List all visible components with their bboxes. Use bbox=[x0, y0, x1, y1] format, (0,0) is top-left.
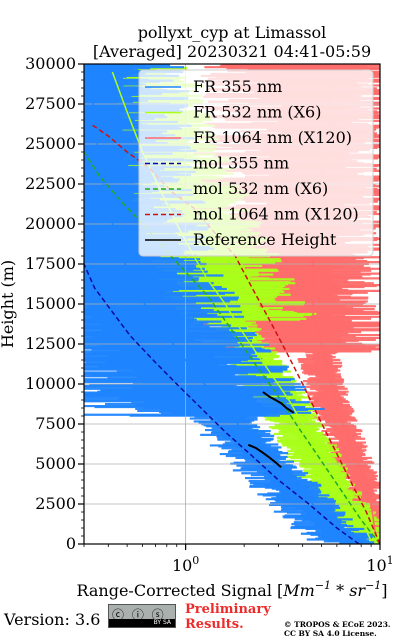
copyright-line2: CC BY SA 4.0 License. bbox=[284, 629, 377, 638]
chart-title-line2: [Averaged] 20230321 04:41-05:59 bbox=[93, 42, 371, 61]
y-tick-label: 10000 bbox=[25, 374, 76, 393]
cc-license-icon: ⓒ ⓘ ⓢ bbox=[112, 608, 166, 622]
y-tick-label: 15000 bbox=[25, 294, 76, 313]
series-line-4 bbox=[84, 151, 380, 544]
y-tick-label: 5000 bbox=[35, 454, 76, 473]
copyright-line1: © TROPOS & ECoE 2023. bbox=[284, 620, 391, 629]
legend-label-6: Reference Height bbox=[193, 230, 337, 249]
series-line-6 bbox=[247, 443, 282, 468]
preliminary-notice: Preliminary Results. bbox=[185, 602, 271, 632]
x-tick-label: 100 bbox=[172, 554, 199, 575]
y-tick-label: 0 bbox=[66, 534, 76, 553]
copyright-notice: © TROPOS & ECoE 2023. CC BY SA 4.0 Licen… bbox=[284, 620, 391, 638]
y-tick-label: 17500 bbox=[25, 254, 76, 273]
series-line-6 bbox=[262, 391, 295, 414]
y-tick-label: 30000 bbox=[25, 54, 76, 73]
lidar-profile-chart: pollyxt_cyp at Limassol [Averaged] 20230… bbox=[0, 23, 394, 600]
legend-label-0: FR 355 nm bbox=[193, 77, 282, 96]
y-tick-label: 7500 bbox=[35, 414, 76, 433]
legend-label-2: FR 1064 nm (X120) bbox=[193, 128, 352, 147]
legend-box bbox=[138, 69, 374, 257]
version-label: Version: 3.6 bbox=[4, 610, 101, 629]
legend-label-1: FR 532 nm (X6) bbox=[193, 103, 321, 122]
y-axis-ticks: 0 2500 5000 7500 10000 12500 15000 17500 20000 22… bbox=[25, 54, 84, 553]
y-tick-label: 20000 bbox=[25, 214, 76, 233]
x-axis-label: Range-Corrected Signal [Mm−1 * sr−1] bbox=[76, 579, 387, 600]
y-tick-label: 12500 bbox=[25, 334, 76, 353]
x-tick-label: 101 bbox=[366, 554, 393, 575]
x-axis-ticks: 100 101 bbox=[83, 544, 394, 575]
preliminary-line2: Results. bbox=[185, 617, 244, 632]
cc-license-badge: ⓒ ⓘ ⓢ BY SA bbox=[108, 604, 176, 628]
legend: FR 355 nm FR 532 nm (X6) FR 1064 nm (X120)… bbox=[138, 69, 374, 257]
series-line-0 bbox=[91, 95, 357, 543]
y-tick-label: 25000 bbox=[25, 134, 76, 153]
y-tick-label: 22500 bbox=[25, 174, 76, 193]
preliminary-line1: Preliminary bbox=[185, 602, 271, 617]
legend-label-3: mol 355 nm bbox=[193, 154, 289, 173]
y-tick-label: 27500 bbox=[25, 94, 76, 113]
y-axis-label: Height (m) bbox=[0, 260, 17, 348]
series-line-3 bbox=[84, 263, 360, 544]
y-tick-label: 2500 bbox=[35, 494, 76, 513]
legend-label-4: mol 532 nm (X6) bbox=[193, 179, 328, 198]
chart-title-line1: pollyxt_cyp at Limassol bbox=[138, 23, 327, 42]
cc-license-footer: BY SA bbox=[109, 619, 175, 627]
legend-label-5: mol 1064 nm (X120) bbox=[193, 205, 359, 224]
